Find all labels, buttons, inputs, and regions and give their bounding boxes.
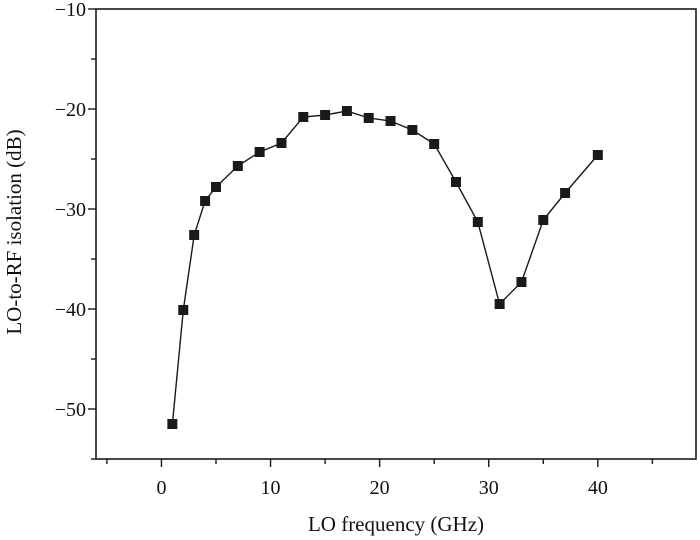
data-point (363, 113, 374, 123)
series-line (171, 110, 599, 425)
axes: 0 10 20 30 40 −50 −40 −30 −20 −10 (55, 0, 697, 499)
data-point (232, 161, 243, 171)
plot-frame (95, 8, 697, 460)
y-tick-label: −40 (55, 299, 86, 321)
x-tick-label: 20 (370, 477, 390, 499)
data-series (167, 106, 603, 429)
data-point (429, 139, 440, 149)
data-point (189, 230, 200, 240)
data-point (407, 125, 418, 135)
data-point (560, 188, 571, 198)
data-point (451, 177, 461, 187)
data-point (276, 138, 287, 148)
y-tick-label: −30 (55, 199, 86, 221)
data-point (472, 217, 483, 227)
data-point (254, 147, 265, 157)
x-tick-label: 30 (479, 477, 499, 499)
x-tick-label: 0 (156, 477, 166, 499)
y-tick-label: −10 (55, 0, 86, 21)
data-point (167, 419, 178, 429)
data-point (341, 106, 352, 116)
data-point (385, 116, 396, 126)
y-axis-title: LO-to-RF isolation (dB) (2, 129, 26, 334)
data-point (178, 305, 189, 315)
data-point (592, 150, 603, 160)
x-tick-label: 40 (588, 477, 608, 499)
x-tick-label: 10 (261, 477, 281, 499)
data-point (211, 182, 221, 192)
data-point (320, 110, 331, 120)
data-point (538, 215, 549, 225)
data-point (516, 277, 527, 287)
y-tick-label: −20 (55, 99, 86, 121)
data-point (200, 196, 211, 206)
y-tick-label: −50 (55, 399, 86, 421)
x-axis-title: LO frequency (GHz) (308, 512, 484, 536)
data-point (494, 299, 505, 309)
data-point (298, 112, 309, 122)
